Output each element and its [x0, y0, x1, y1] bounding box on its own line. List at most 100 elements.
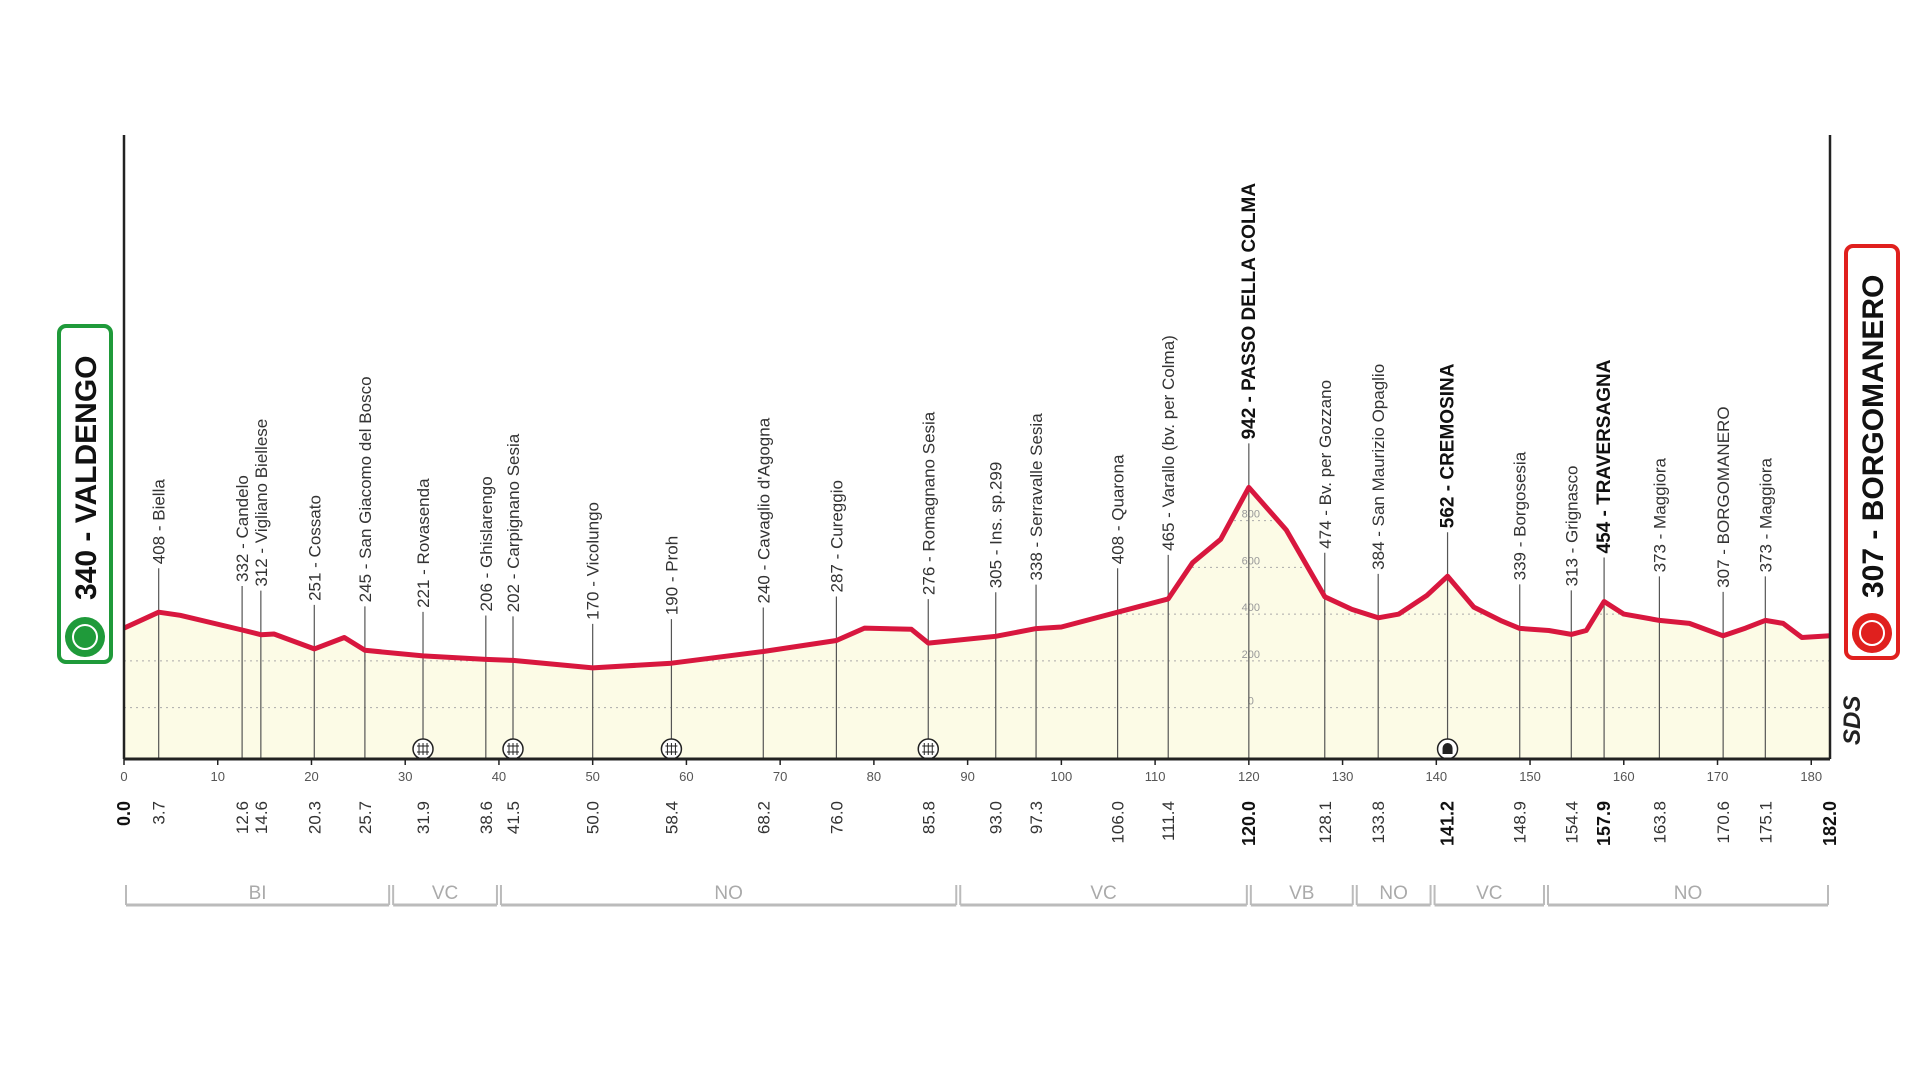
- km-label: 128.1: [1316, 801, 1335, 844]
- km-label: 14.6: [252, 801, 271, 834]
- km-label: 20.3: [305, 801, 324, 834]
- x-tick-label: 170: [1707, 769, 1729, 784]
- x-tick-label: 110: [1145, 769, 1166, 784]
- km-label: 97.3: [1027, 801, 1046, 834]
- x-tick-label: 30: [398, 769, 412, 784]
- x-tick-label: 0: [120, 769, 127, 784]
- waypoint-label: 465 - Varallo (bv. per Colma): [1159, 335, 1178, 551]
- region-label: NO: [714, 883, 743, 904]
- region-label: BI: [249, 883, 267, 904]
- x-tick-label: 180: [1800, 769, 1822, 784]
- waypoint-label: 305 - Ins. sp.299: [987, 462, 1006, 589]
- y-tick-label: 0: [1248, 696, 1254, 708]
- waypoint-label: 942 - PASSO DELLA COLMA: [1239, 183, 1260, 440]
- km-label: 154.4: [1562, 801, 1581, 844]
- finish-frame: [1844, 244, 1900, 660]
- bike-icon: [1859, 620, 1885, 646]
- x-tick-label: 20: [304, 769, 318, 784]
- km-label: 170.6: [1714, 801, 1733, 844]
- region-label: NO: [1674, 883, 1703, 904]
- km-label: 182.0: [1820, 801, 1840, 846]
- x-tick-label: 130: [1332, 769, 1354, 784]
- region-label: VC: [432, 883, 458, 904]
- waypoint-label: 373 - Maggiora: [1650, 458, 1669, 573]
- waypoint-label: 408 - Biella: [150, 479, 169, 565]
- waypoint-label: 339 - Borgosesia: [1511, 451, 1530, 580]
- km-label: 163.8: [1650, 801, 1669, 844]
- km-label: 133.8: [1369, 801, 1388, 844]
- x-tick-label: 40: [492, 769, 506, 784]
- km-label: 3.7: [150, 801, 169, 825]
- finish-icon: [1852, 613, 1892, 653]
- km-label: 0.0: [114, 801, 134, 826]
- waypoint-label: 332 - Candelo: [233, 475, 252, 582]
- km-label: 85.8: [919, 801, 938, 834]
- km-label: 120.0: [1239, 801, 1259, 846]
- waypoint-label: 384 - San Maurizio Opaglio: [1369, 364, 1388, 570]
- x-tick-label: 90: [960, 769, 974, 784]
- km-label: 93.0: [987, 801, 1006, 834]
- km-label: 175.1: [1756, 801, 1775, 844]
- waypoint-label: 251 - Cossato: [305, 495, 324, 601]
- y-tick-label: 600: [1242, 555, 1260, 567]
- waypoint-label: 307 - BORGOMANERO: [1714, 406, 1733, 587]
- waypoint-label: 245 - San Giacomo del Bosco: [356, 376, 375, 602]
- waypoint-label: 408 - Quarona: [1109, 454, 1128, 564]
- waypoint-label: 474 - Bv. per Gozzano: [1316, 380, 1335, 549]
- start-label: 340 - VALDENGO: [70, 356, 103, 601]
- km-label: 58.4: [662, 801, 681, 834]
- waypoint-label: 202 - Carpignano Sesia: [504, 433, 523, 612]
- x-tick-label: 160: [1613, 769, 1635, 784]
- waypoint-label: 190 - Proh: [662, 536, 681, 615]
- x-tick-label: 70: [773, 769, 787, 784]
- region-label: NO: [1379, 883, 1408, 904]
- waypoint-label: 240 - Cavaglio d'Agogna: [754, 417, 773, 603]
- bike-icon: [72, 624, 98, 650]
- km-label: 148.9: [1511, 801, 1530, 844]
- y-tick-label: 200: [1242, 649, 1260, 661]
- x-tick-label: 140: [1425, 769, 1447, 784]
- km-label: 50.0: [584, 801, 603, 834]
- region-label: VB: [1289, 883, 1314, 904]
- km-label: 141.2: [1438, 801, 1458, 846]
- region-label: VC: [1476, 883, 1502, 904]
- waypoint-label: 287 - Cureggio: [827, 480, 846, 592]
- x-tick-label: 50: [585, 769, 599, 784]
- start-icon: [65, 617, 105, 657]
- area-fill: [124, 487, 1830, 759]
- region-label: VC: [1090, 883, 1116, 904]
- tunnel-arch: [1442, 743, 1453, 754]
- km-label: 76.0: [827, 801, 846, 834]
- finish-label: 307 - BORGOMANERO: [1857, 275, 1890, 598]
- y-tick-label: 400: [1242, 602, 1260, 614]
- km-label: 25.7: [356, 801, 375, 834]
- waypoint-label: 373 - Maggiora: [1756, 458, 1775, 573]
- x-tick-label: 60: [679, 769, 693, 784]
- waypoint-label: 206 - Ghislarengo: [477, 476, 496, 611]
- waypoint-label: 312 - Vigliano Biellese: [252, 419, 271, 587]
- profile-line: [122, 484, 1831, 671]
- km-label: 38.6: [477, 801, 496, 834]
- x-tick-label: 120: [1238, 769, 1260, 784]
- km-label: 41.5: [504, 801, 523, 834]
- waypoint-label: 562 - CREMOSINA: [1438, 363, 1459, 528]
- x-tick-label: 80: [867, 769, 881, 784]
- km-label: 111.4: [1159, 801, 1178, 841]
- km-label: 157.9: [1594, 801, 1614, 846]
- waypoint-label: 276 - Romagnano Sesia: [919, 411, 938, 595]
- km-label: 12.6: [233, 801, 252, 834]
- start-frame: [57, 324, 113, 664]
- km-label: 106.0: [1109, 801, 1128, 844]
- y-tick-label: 800: [1242, 509, 1260, 521]
- km-label: 68.2: [754, 801, 773, 834]
- waypoint-label: 170 - Vicolungo: [584, 502, 603, 620]
- x-tick-label: 10: [211, 769, 225, 784]
- waypoint-label: 338 - Serravalle Sesia: [1027, 413, 1046, 581]
- km-label: 31.9: [414, 801, 433, 834]
- x-tick-label: 150: [1519, 769, 1541, 784]
- waypoint-label: 454 - TRAVERSAGNA: [1594, 359, 1615, 553]
- x-tick-label: 100: [1051, 769, 1073, 784]
- finish-badge: 307 - BORGOMANERO: [1844, 244, 1900, 660]
